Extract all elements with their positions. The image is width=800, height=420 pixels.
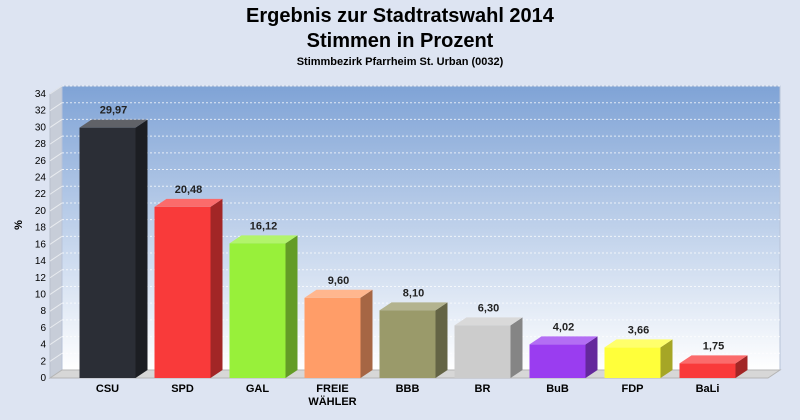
bar-top [79,119,148,128]
gridline-side [49,202,63,212]
gridline-side [49,252,63,262]
category-label: GAL [246,383,270,395]
value-label: 1,75 [703,340,724,352]
gridline-side [49,235,63,245]
y-tick-label: 12 [35,273,47,284]
chart-title-line-1: Ergebnis zur Stadtratswahl 2014 [246,5,555,27]
value-label: 4,02 [553,321,574,333]
gridline-side [49,169,63,178]
gridline-side [49,152,63,162]
y-axis-label: % [13,220,25,230]
plot-side-wall [49,85,63,379]
bar-top [604,339,673,348]
value-label: 29,97 [100,105,128,117]
gridline-side [49,302,63,312]
y-tick-label: 28 [35,139,47,150]
bar [229,243,286,378]
gridline-side [49,102,63,112]
bar-side [510,317,523,378]
bar-top [529,336,598,345]
y-tick-label: 34 [35,89,47,100]
bar-side [135,119,148,378]
gridline-side [49,135,63,145]
bar-top [154,198,223,207]
category-label: BR [475,383,491,395]
category-label: WÄHLER [308,395,356,408]
y-tick-label: 6 [40,323,46,334]
bar [379,310,436,378]
y-tick-label: 32 [35,106,47,117]
value-label: 9,60 [328,275,349,287]
category-label: CSU [96,383,119,395]
bar-side [660,339,673,378]
value-label: 6,30 [478,302,499,314]
bar-top [379,302,448,311]
bar-top [304,289,373,298]
y-tick-label: 20 [35,206,47,217]
category-label: BuB [546,383,569,395]
value-label: 8,10 [403,287,424,299]
chart-title-line-2: Stimmen in Prozent [307,30,494,52]
bar [154,206,211,378]
gridline-side [49,286,63,295]
y-tick-label: 18 [35,223,47,234]
bar-side [585,336,598,378]
category-label: BaLi [696,383,720,395]
value-label: 3,66 [628,324,649,336]
y-tick-label: 26 [35,156,47,167]
value-label: 16,12 [250,220,278,232]
category-label: FREIE [316,383,348,395]
bar-side [285,235,298,378]
y-tick-label: 30 [35,122,47,133]
bar [304,297,361,378]
category-label: BBB [396,383,420,395]
bar [529,344,586,378]
bar [454,325,511,378]
gridline-side [49,269,63,279]
y-tick-label: 10 [35,289,47,300]
bar-top [229,235,298,244]
bar-top [454,317,523,326]
value-label: 20,48 [175,184,203,196]
y-tick-label: 22 [35,189,47,200]
bar [679,363,736,378]
gridline-side [49,352,63,362]
y-tick-label: 8 [40,306,46,317]
bar-side [360,289,373,378]
bar-side [735,355,748,378]
chart-subtitle: Stimmbezirk Pfarrheim St. Urban (0032) [297,56,504,68]
y-tick-label: 0 [40,373,46,384]
bar [79,127,136,378]
gridline-side [49,219,63,229]
category-label: SPD [171,383,194,395]
bar-side [210,198,223,378]
bar-top [679,355,748,364]
y-tick-label: 14 [35,256,47,267]
gridline-side [49,118,63,128]
y-tick-label: 24 [35,173,47,184]
bar [604,347,661,378]
bar-side [435,302,448,378]
gridline-side [49,319,63,329]
y-tick-label: 4 [40,340,46,351]
gridline-side [49,336,63,346]
plot-area: 024681012141618202224262830323429,97CSU2… [35,85,782,408]
y-tick-label: 2 [40,356,46,367]
category-label: FDP [622,383,644,395]
gridline-side [49,85,63,95]
gridline-side [49,185,63,195]
y-tick-label: 16 [35,239,47,250]
